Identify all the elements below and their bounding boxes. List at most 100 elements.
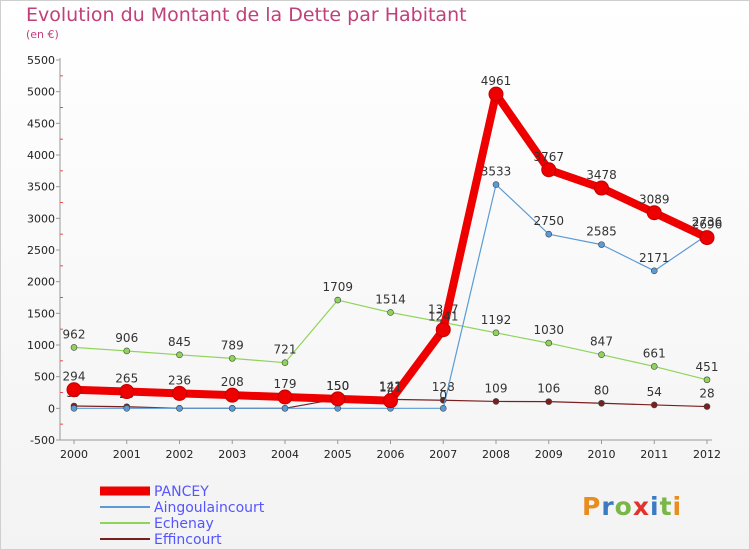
- data-point-aingoulaincourt: [70, 405, 78, 412]
- y-tick-label: 0: [48, 402, 55, 415]
- data-label-echenay: 906: [115, 331, 138, 345]
- data-point-pancey: [383, 393, 398, 409]
- data-point-aingoulaincourt: [439, 405, 447, 412]
- data-point-aingoulaincourt: [545, 230, 553, 238]
- legend-label-aingoulaincourt: Aingoulaincourt: [154, 500, 265, 516]
- data-point-echenay: [492, 329, 500, 337]
- x-tick-label: 2011: [640, 448, 668, 461]
- logo-letter: P: [582, 492, 602, 521]
- data-point-effincourt: [650, 401, 658, 409]
- x-tick-label: 2004: [271, 448, 299, 461]
- data-label-aingoulaincourt: 2750: [533, 214, 564, 228]
- data-point-pancey: [172, 385, 187, 401]
- data-point-pancey: [541, 162, 557, 178]
- data-label-aingoulaincourt: 3533: [481, 165, 512, 179]
- x-tick-label: 2009: [535, 448, 563, 461]
- data-label-pancey: 294: [63, 370, 86, 384]
- y-tick-label: 2000: [27, 276, 55, 289]
- data-point-pancey: [330, 391, 346, 407]
- data-point-aingoulaincourt: [492, 181, 500, 188]
- y-tick-label: 500: [34, 371, 55, 384]
- data-label-pancey: 265: [115, 372, 138, 386]
- data-point-effincourt: [598, 399, 605, 407]
- legend-label-effincourt: Effincourt: [154, 532, 222, 548]
- data-point-aingoulaincourt: [650, 267, 658, 275]
- data-label-echenay: 721: [274, 343, 297, 357]
- x-tick-label: 2001: [113, 448, 141, 461]
- data-label-effincourt: 80: [594, 383, 609, 397]
- series-line-pancey: [70, 90, 711, 405]
- x-tick-label: 2006: [377, 448, 405, 461]
- x-tick-label: 2012: [693, 448, 721, 461]
- y-tick-label: 1500: [27, 307, 55, 320]
- x-tick-label: 2010: [588, 448, 616, 461]
- data-label-echenay: 962: [63, 327, 86, 341]
- data-label-aingoulaincourt: 0: [439, 388, 447, 402]
- logo-letter: o: [614, 492, 633, 521]
- data-label-pancey: 1241: [428, 310, 459, 324]
- x-tick-label: 2007: [429, 448, 457, 461]
- data-label-echenay: 1709: [322, 280, 353, 294]
- data-point-echenay: [650, 363, 658, 370]
- data-label-effincourt: 150: [326, 379, 349, 393]
- data-label-echenay: 1514: [375, 292, 406, 306]
- data-label-pancey: 3089: [639, 193, 670, 207]
- data-point-pancey: [66, 382, 82, 398]
- data-point-effincourt: [492, 398, 500, 405]
- y-tick-label: 5500: [27, 54, 55, 67]
- y-tick-label: 3000: [27, 212, 55, 225]
- chart-subtitle: (en €): [26, 28, 59, 41]
- logo-letter: r: [601, 492, 615, 521]
- data-label-pancey: 208: [221, 375, 244, 389]
- x-tick-label: 2000: [60, 448, 88, 461]
- data-label-aingoulaincourt: 2585: [586, 225, 617, 239]
- data-label-echenay: 789: [221, 338, 244, 352]
- data-point-aingoulaincourt: [598, 241, 605, 248]
- data-point-effincourt: [545, 398, 553, 405]
- data-label-echenay: 847: [590, 335, 613, 349]
- y-tick-label: 2500: [27, 244, 55, 257]
- data-point-echenay: [176, 351, 183, 359]
- data-label-echenay: 845: [168, 335, 191, 349]
- data-point-aingoulaincourt: [281, 405, 289, 412]
- data-label-echenay: 451: [696, 360, 719, 374]
- data-label-pancey: 4961: [481, 74, 512, 88]
- data-label-pancey: 150: [326, 379, 349, 393]
- data-point-echenay: [387, 309, 394, 316]
- data-label-pancey: 3767: [533, 150, 564, 164]
- x-tick-label: 2008: [482, 448, 510, 461]
- data-point-echenay: [70, 344, 78, 351]
- y-tick-label: 5000: [27, 86, 55, 99]
- data-point-pancey: [594, 180, 609, 196]
- data-label-aingoulaincourt: 2171: [639, 251, 670, 265]
- data-point-aingoulaincourt: [228, 405, 236, 412]
- y-tick-label: 4500: [27, 117, 55, 130]
- x-tick-label: 2002: [166, 448, 194, 461]
- chart-title: Evolution du Montant de la Dette par Hab…: [26, 4, 467, 26]
- data-label-effincourt: 54: [647, 385, 662, 399]
- data-point-effincourt: [703, 403, 711, 410]
- legend-label-pancey: PANCEY: [154, 484, 209, 500]
- data-point-echenay: [334, 296, 342, 304]
- y-tick-label: 4000: [27, 149, 55, 162]
- proxiti-logo: Proxiti: [582, 492, 682, 521]
- data-point-echenay: [545, 339, 553, 347]
- x-tick-label: 2005: [324, 448, 352, 461]
- data-label-echenay: 1030: [533, 323, 564, 337]
- logo-letter: i: [650, 492, 660, 521]
- data-point-pancey: [488, 86, 504, 102]
- data-label-effincourt: 109: [485, 381, 508, 395]
- logo-letter: x: [632, 492, 650, 521]
- data-point-pancey: [699, 230, 715, 246]
- data-label-effincourt: 106: [537, 382, 560, 396]
- x-tick-label: 2003: [218, 448, 246, 461]
- y-tick-label: -500: [30, 434, 55, 447]
- legend-label-echenay: Echenay: [154, 516, 214, 532]
- data-label-pancey: 2696: [692, 218, 723, 232]
- data-label-pancey: 3478: [586, 168, 617, 182]
- data-label-effincourt: 28: [699, 387, 714, 401]
- data-point-echenay: [598, 351, 605, 358]
- data-point-pancey: [435, 322, 451, 338]
